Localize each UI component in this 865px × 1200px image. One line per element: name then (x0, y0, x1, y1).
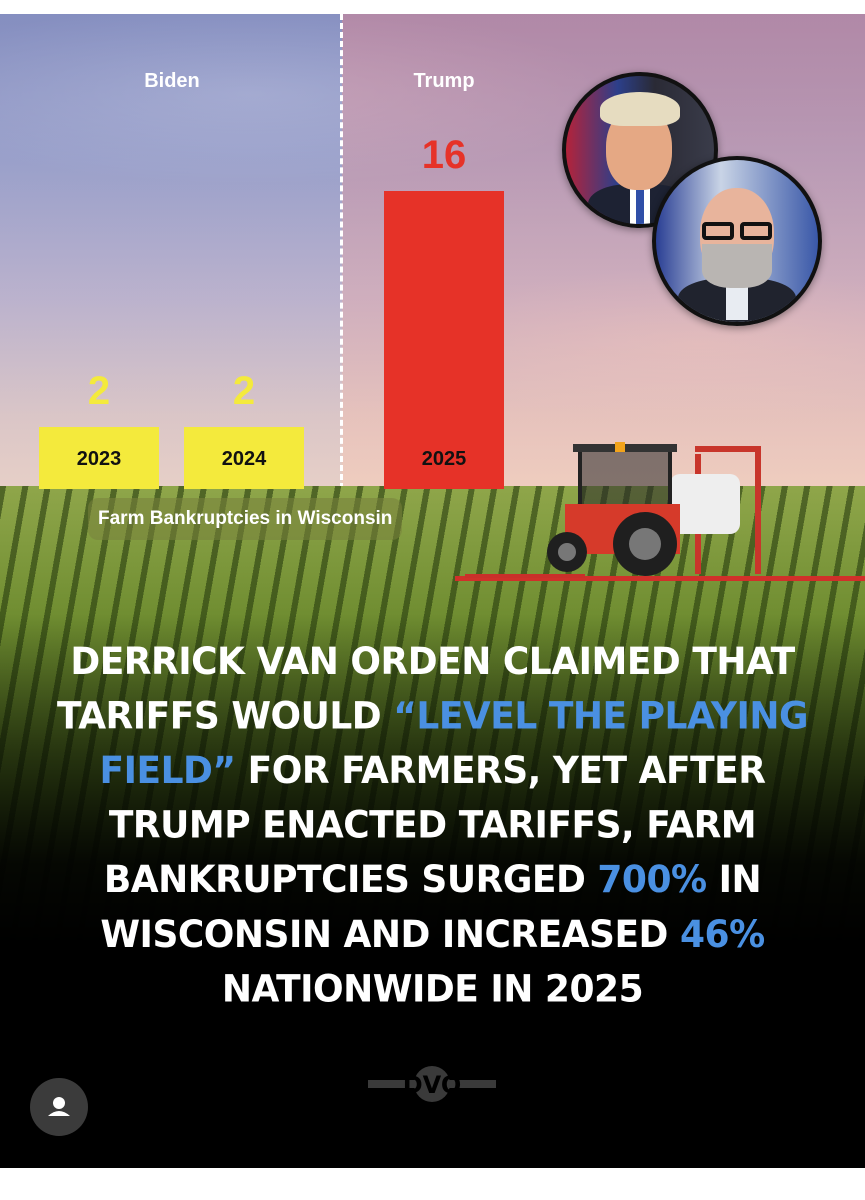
profile-button[interactable] (30, 1078, 88, 1136)
tractor-illustration (455, 442, 865, 581)
bar-category-2025: 2025 (421, 448, 467, 470)
bar-2025 (384, 191, 504, 489)
era-divider (340, 14, 343, 489)
headline-part-2: for farmers, yet after Trump enacted tar… (103, 749, 766, 902)
bar-category-2024: 2024 (221, 448, 267, 470)
headline-stat-nationwide: 46% (679, 913, 765, 957)
bar-2024 (184, 427, 304, 489)
bar-value-2024: 2 (232, 369, 256, 413)
headline: Derrick Van Orden claimed that tariffs w… (40, 635, 825, 1017)
headline-quote: “level the playing field” (99, 694, 809, 793)
logo-text: DVO (403, 1071, 461, 1099)
bar-value-2023: 2 (87, 369, 111, 413)
biden-panel (0, 14, 342, 489)
chart-title: Farm Bankruptcies in Wisconsin (98, 508, 393, 529)
bar-category-2023: 2023 (76, 448, 122, 470)
group-label-trump: Trump (413, 70, 475, 92)
bankruptcy-bar-chart: Biden Trump 2 2 16 2023 2024 2025 (0, 14, 865, 489)
bar-value-2025: 16 (421, 133, 467, 177)
headline-part-4: nationwide in 2025 (221, 967, 644, 1011)
headline-part-1: Derrick Van Orden claimed that tariffs w… (56, 640, 795, 738)
person-icon (48, 1097, 70, 1116)
group-label-biden: Biden (144, 70, 200, 92)
headline-part-3: in Wisconsin and increased (100, 858, 762, 957)
bar-2023 (39, 427, 159, 489)
post-image: Biden Trump 2 2 16 2023 2024 2025 Farm B… (0, 14, 865, 1168)
bottom-toolbar (0, 1168, 865, 1200)
van-orden-portrait (652, 156, 822, 326)
dvo-logo: DVO (368, 1066, 496, 1102)
chart-title-badge: Farm Bankruptcies in Wisconsin (88, 498, 403, 540)
headline-stat-wisconsin: 700% (597, 858, 707, 902)
